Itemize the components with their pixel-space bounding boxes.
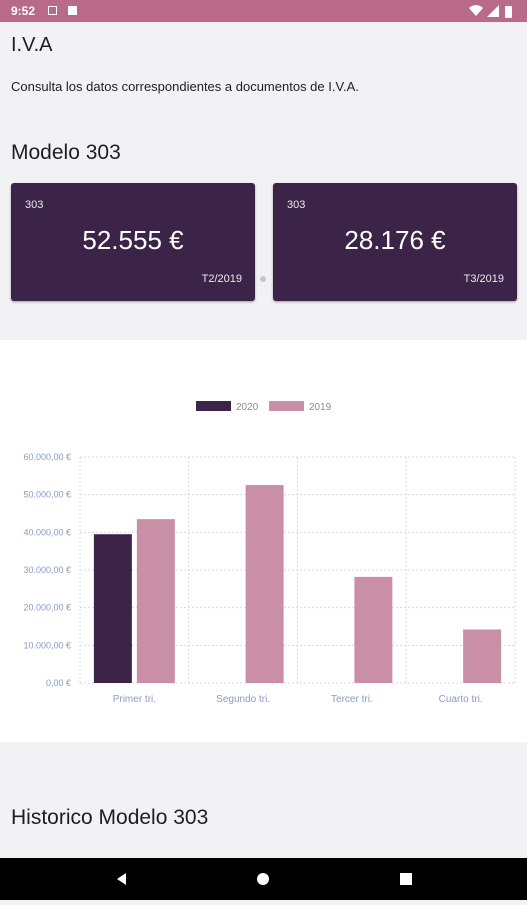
y-tick-label: 40.000,00 € (23, 527, 71, 537)
card-amount: 28.176 € (344, 225, 446, 255)
bar-2019 (245, 485, 284, 683)
wifi-icon (469, 5, 483, 16)
bar-2019 (136, 519, 175, 683)
legend-label: 2020 (236, 402, 259, 413)
y-tick-label: 30.000,00 € (23, 565, 71, 575)
legend-label: 2019 (309, 402, 332, 413)
card-label: 303 (25, 199, 44, 211)
battery-icon (505, 6, 512, 18)
x-tick-label: Tercer tri. (331, 694, 373, 705)
y-tick-label: 60.000,00 € (23, 452, 71, 462)
y-tick-label: 20.000,00 € (23, 603, 71, 613)
status-icons (469, 5, 512, 18)
modelo-303-heading: Modelo 303 (11, 141, 121, 164)
recents-icon[interactable] (400, 873, 412, 885)
y-tick-label: 10.000,00 € (23, 640, 71, 650)
bar-2019 (463, 629, 502, 683)
x-axis: Primer tri. Segundo tri. Tercer tri. Cuarto… (113, 694, 483, 705)
card-period: T3/2019 (463, 273, 504, 285)
signal-icon (487, 5, 499, 17)
carousel-indicator (260, 276, 266, 282)
chart-bars (93, 485, 502, 683)
legend-swatch (196, 401, 231, 411)
historico-heading: Historico Modelo 303 (11, 806, 209, 829)
bar-2019 (354, 576, 393, 683)
sd-card-icon (68, 6, 77, 15)
iva-bar-chart: 2020 2019 0,00 € 10.000,00 € 20.000,00 € 30.… (23, 401, 516, 705)
y-tick-label: 0,00 € (46, 678, 71, 688)
card-amount: 52.555 € (82, 225, 184, 255)
status-bar: 9:52 (0, 0, 527, 22)
x-tick-label: Segundo tri. (216, 694, 270, 705)
modelo-card[interactable]: 303 52.555 € T2/2019 (11, 183, 255, 301)
legend-swatch (269, 401, 304, 411)
page-subtitle: Consulta los datos correspondientes a do… (11, 79, 359, 94)
home-icon[interactable] (257, 873, 269, 885)
x-tick-label: Cuarto tri. (439, 694, 483, 705)
modelo-card[interactable]: 303 28.176 € T3/2019 (273, 183, 517, 301)
bar-2020 (93, 534, 132, 683)
y-tick-label: 50.000,00 € (23, 490, 71, 500)
x-tick-label: Primer tri. (113, 694, 156, 705)
chart-legend: 2020 2019 (196, 401, 332, 413)
page-title: I.V.A (11, 34, 53, 56)
status-time: 9:52 (11, 4, 36, 18)
notification-icon (48, 6, 57, 15)
card-label: 303 (287, 199, 306, 211)
chart-panel: 2020 2019 0,00 € 10.000,00 € 20.000,00 € 30.… (0, 340, 527, 742)
card-period: T2/2019 (201, 273, 242, 285)
y-axis: 0,00 € 10.000,00 € 20.000,00 € 30.000,00 € 4… (23, 452, 71, 688)
navigation-bar (0, 858, 527, 900)
back-icon[interactable] (117, 873, 126, 885)
